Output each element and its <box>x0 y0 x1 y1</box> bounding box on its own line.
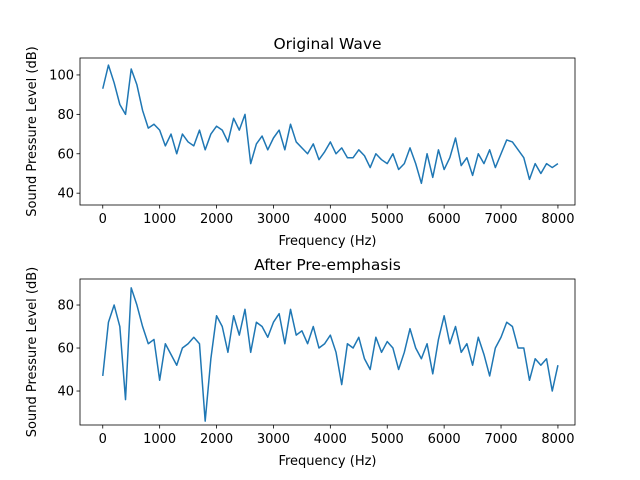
x-tick-label: 6000 <box>428 212 461 227</box>
line-series <box>102 64 559 185</box>
y-tick-label: 60 <box>57 342 74 357</box>
axes-frame <box>79 57 576 206</box>
x-tick-label: 8000 <box>541 212 574 227</box>
x-tick-label: 4000 <box>314 212 347 227</box>
x-tick-label: 1000 <box>143 212 176 227</box>
y-tick-label: 80 <box>57 299 74 314</box>
x-tick-label: 0 <box>99 432 107 447</box>
x-tick-label: 2000 <box>200 432 233 447</box>
x-tick-label: 8000 <box>541 432 574 447</box>
y-tick-label: 100 <box>49 68 74 83</box>
x-tick-label: 3000 <box>257 212 290 227</box>
x-tick-label: 5000 <box>371 212 404 227</box>
chart-title: After Pre-emphasis <box>254 256 401 274</box>
x-tick-label: 5000 <box>371 432 404 447</box>
x-axis-label: Frequency (Hz) <box>278 454 376 469</box>
y-tick-label: 80 <box>57 108 74 123</box>
y-axis-label: Sound Pressure Level (dB) <box>25 267 40 437</box>
x-tick-label: 1000 <box>143 432 176 447</box>
x-tick-label: 0 <box>99 212 107 227</box>
x-tick-label: 3000 <box>257 432 290 447</box>
x-tick-label: 2000 <box>200 212 233 227</box>
line-series <box>102 287 559 422</box>
axes-frame <box>79 278 576 426</box>
x-tick-label: 7000 <box>484 432 517 447</box>
y-tick-label: 60 <box>57 147 74 162</box>
y-tick-label: 40 <box>57 187 74 202</box>
y-tick-label: 40 <box>57 385 74 400</box>
y-axis-label: Sound Pressure Level (dB) <box>25 46 40 216</box>
x-tick-label: 7000 <box>484 212 517 227</box>
x-axis-label: Frequency (Hz) <box>278 234 376 249</box>
x-tick-label: 6000 <box>428 432 461 447</box>
chart-title: Original Wave <box>273 35 381 53</box>
x-tick-label: 4000 <box>314 432 347 447</box>
